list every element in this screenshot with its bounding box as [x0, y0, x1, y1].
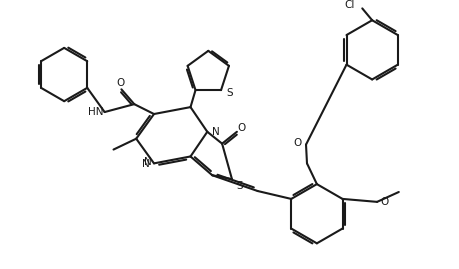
Text: N: N [212, 127, 219, 137]
Text: N: N [144, 157, 151, 167]
Text: O: O [237, 123, 246, 133]
Text: HN: HN [88, 107, 103, 117]
Text: S: S [235, 181, 242, 191]
Text: O: O [116, 79, 124, 89]
Text: N: N [142, 159, 150, 169]
Text: O: O [380, 197, 388, 207]
Text: O: O [293, 138, 302, 148]
Text: S: S [225, 88, 232, 98]
Text: Cl: Cl [343, 1, 353, 10]
